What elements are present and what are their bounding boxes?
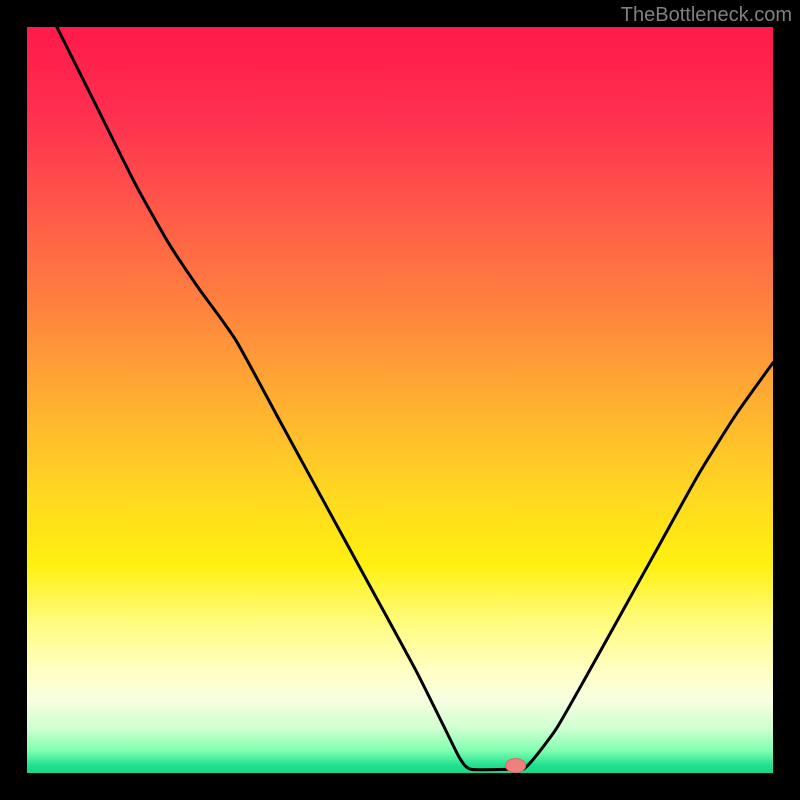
optimal-marker: [506, 759, 526, 773]
chart-curve-layer: [27, 27, 773, 773]
bottleneck-curve: [57, 27, 773, 770]
watermark-text: TheBottleneck.com: [621, 4, 792, 27]
chart-plot-area: [27, 27, 773, 773]
